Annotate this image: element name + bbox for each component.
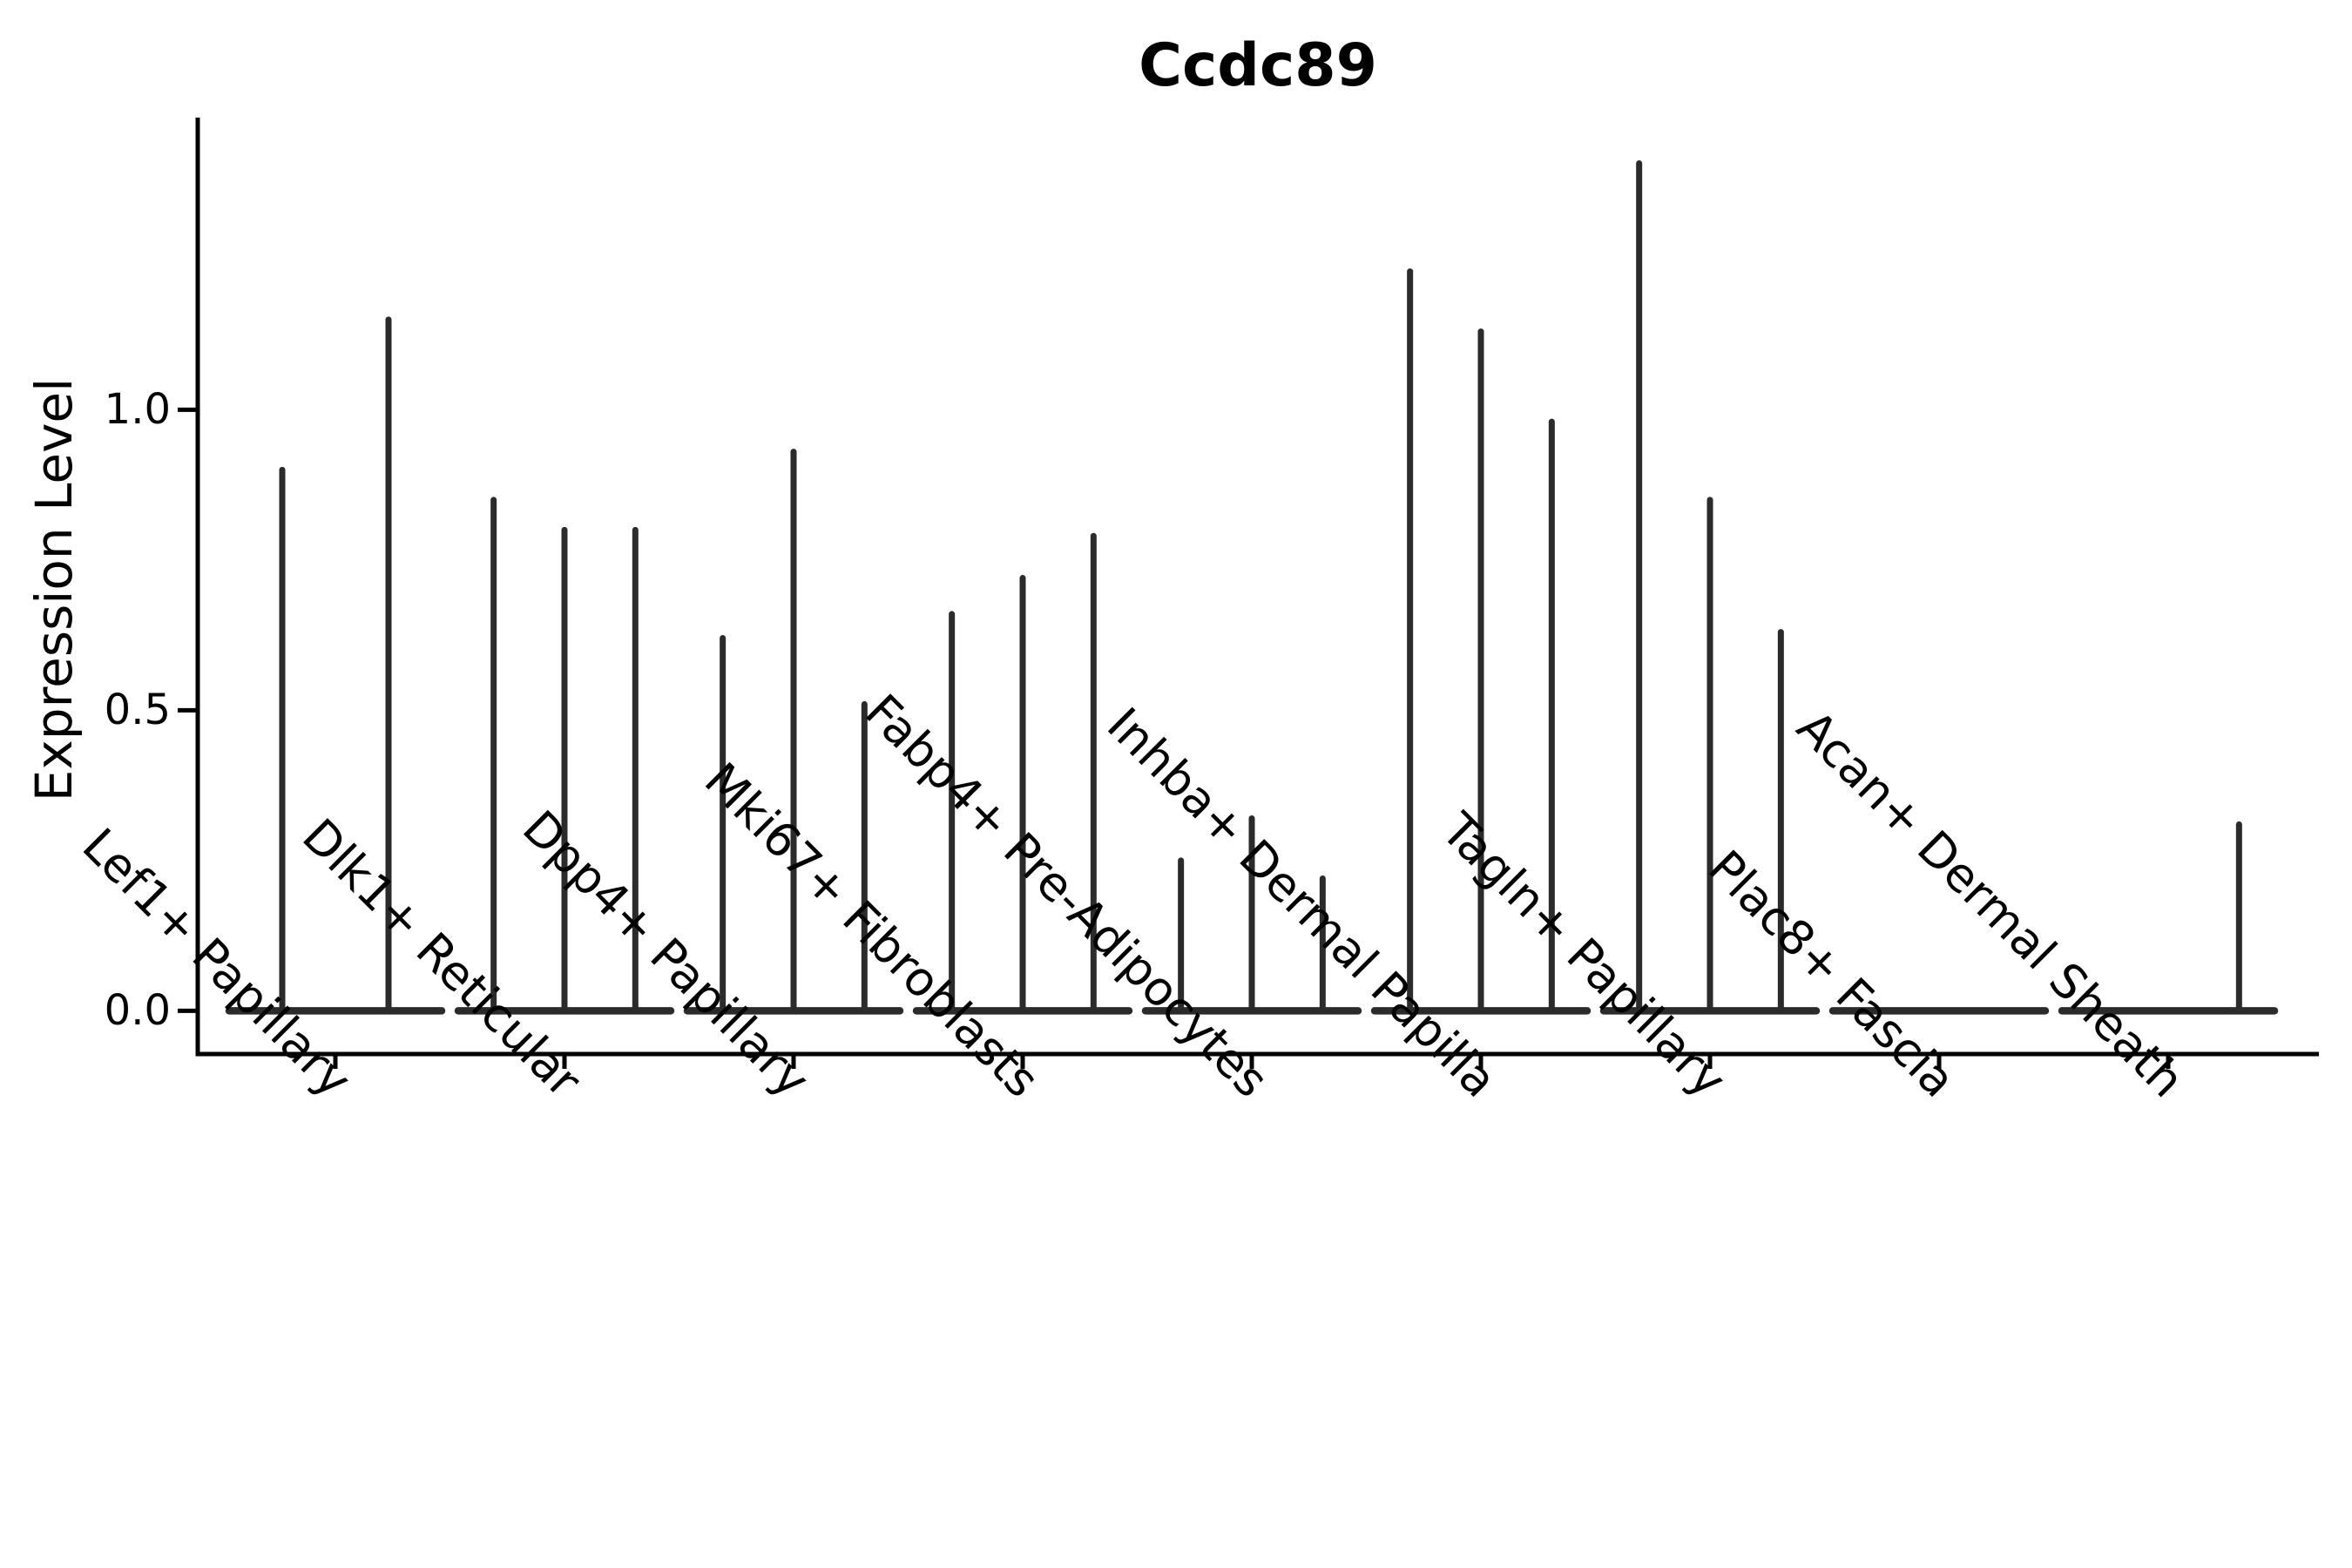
y-tick-label: 0.5 [104,686,171,735]
y-tick-label: 0.0 [104,986,171,1036]
chart-title: Ccdc89 [1139,31,1377,100]
y-axis-label: Expression Level [24,377,84,802]
y-tick-label: 1.0 [104,385,171,435]
